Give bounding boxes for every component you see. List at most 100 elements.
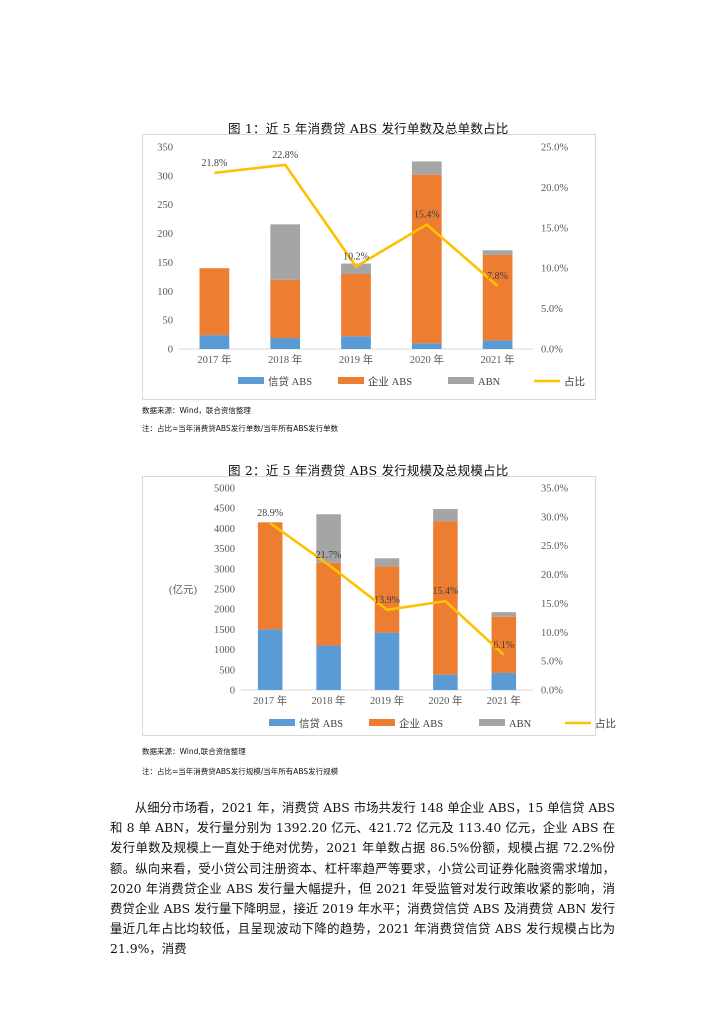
y-tick-label: 2500 <box>214 585 235 596</box>
y-tick-label: 300 <box>157 171 173 182</box>
legend-label: 信贷 ABS <box>268 375 312 388</box>
bar-segment <box>199 268 230 336</box>
y2-tick-label: 15.0% <box>541 599 568 610</box>
x-tick-label: 2018 年 <box>312 694 346 707</box>
y-axis-title: (亿元) <box>169 583 197 596</box>
bar-segment <box>270 338 301 349</box>
bar-segment <box>491 672 517 690</box>
legend-label: 企业 ABS <box>368 375 412 388</box>
y-tick-label: 3000 <box>214 564 235 575</box>
y2-tick-label: 5.0% <box>541 304 563 315</box>
bar-segment <box>257 522 283 630</box>
y2-tick-label: 5.0% <box>541 657 563 668</box>
legend-label: 企业 ABS <box>399 717 443 730</box>
x-tick-label: 2018 年 <box>268 353 302 366</box>
y-tick-label: 1500 <box>214 625 235 636</box>
bar-segment <box>257 629 283 690</box>
figure2-source: 数据来源：Wind,联合资信整理 <box>142 747 246 756</box>
y2-tick-label: 20.0% <box>541 570 568 581</box>
legend-swatch <box>448 377 474 384</box>
y2-tick-label: 0.0% <box>541 345 563 356</box>
y2-tick-label: 30.0% <box>541 512 568 523</box>
legend-swatch <box>369 719 395 726</box>
bar-segment <box>411 161 442 175</box>
x-tick-label: 2020 年 <box>428 694 462 707</box>
y2-tick-label: 10.0% <box>541 628 568 639</box>
figure2-svg: 0 500 1000 1500 2000 2500 3000 3500 4000 4500 5000… <box>169 484 616 731</box>
bar-segment <box>433 674 458 690</box>
x-tick-label: 2017 年 <box>253 694 287 707</box>
bar-segment <box>482 340 513 349</box>
ratio-data-label: 6.1% <box>493 640 514 651</box>
bar-segment <box>199 335 230 349</box>
x-tick-label: 2021 年 <box>487 694 521 707</box>
y-tick-label: 50 <box>163 316 174 327</box>
legend-swatch <box>479 719 505 726</box>
bar-segment <box>341 273 371 337</box>
figure1-source: 数据来源：Wind，联合资信整理 <box>142 406 251 415</box>
bar-segment <box>341 263 371 274</box>
bar-segment <box>316 645 341 690</box>
figure1-title: 图 1：近 5 年消费贷 ABS 发行单数及总单数占比 <box>228 121 509 136</box>
legend-label: ABN <box>509 719 532 730</box>
y2-tick-label: 10.0% <box>541 264 568 275</box>
y-tick-label: 350 <box>157 143 173 154</box>
bar-segment <box>482 250 513 255</box>
legend-swatch <box>269 719 295 726</box>
ratio-data-label: 15.4% <box>432 586 458 597</box>
ratio-data-label: 7.8% <box>487 271 508 282</box>
y-tick-label: 0 <box>230 686 235 697</box>
ratio-data-label: 22.8% <box>272 150 298 161</box>
y-tick-label: 500 <box>219 665 235 676</box>
y-tick-label: 150 <box>157 258 173 269</box>
legend-swatch <box>238 377 264 384</box>
legend-swatch <box>338 377 364 384</box>
bar-segment <box>270 279 301 339</box>
bar-segment <box>491 612 517 617</box>
bar-segment <box>316 562 341 646</box>
bar-segment <box>411 343 442 349</box>
legend-label: 占比 <box>564 375 585 388</box>
y-tick-label: 2000 <box>214 605 235 616</box>
ratio-data-label: 15.4% <box>414 210 440 221</box>
body-paragraph: 从细分市场看，2021 年，消费贷 ABS 市场共发行 148 单企业 ABS，… <box>110 800 615 957</box>
ratio-line <box>269 522 505 656</box>
bar-segment <box>374 558 400 567</box>
y2-tick-label: 25.0% <box>541 143 568 154</box>
figure1-note: 注：占比=当年消费贷ABS发行单数/当年所有ABS发行单数 <box>142 424 339 433</box>
y-tick-label: 5000 <box>214 484 235 495</box>
ratio-line <box>214 163 499 287</box>
y-tick-label: 250 <box>157 200 173 211</box>
figure2-title: 图 2：近 5 年消费贷 ABS 发行规模及总规模占比 <box>228 463 509 478</box>
y2-tick-label: 0.0% <box>541 686 563 697</box>
figure2-note: 注：占比=当年消费贷ABS发行规模/当年所有ABS发行规模 <box>142 767 339 776</box>
bar-segment <box>374 632 400 690</box>
bar-segment <box>433 521 458 675</box>
x-tick-label: 2021 年 <box>481 353 515 366</box>
bar-segment <box>374 566 400 633</box>
x-tick-label: 2019 年 <box>339 353 373 366</box>
x-tick-label: 2017 年 <box>197 353 231 366</box>
ratio-data-label: 21.8% <box>201 158 227 169</box>
legend-label: 信贷 ABS <box>299 717 343 730</box>
y-tick-label: 4000 <box>214 524 235 535</box>
legend-label: 占比 <box>595 717 616 730</box>
legend-label: ABN <box>478 377 501 388</box>
body-text: 从细分市场看，2021 年，消费贷 ABS 市场共发行 148 单企业 ABS，… <box>110 798 615 960</box>
bar-segment <box>316 514 341 563</box>
y2-tick-label: 35.0% <box>541 484 568 495</box>
ratio-data-label: 28.9% <box>257 508 283 519</box>
bar-segment <box>433 509 458 522</box>
y-tick-label: 1000 <box>214 645 235 656</box>
x-tick-label: 2019 年 <box>370 694 404 707</box>
y-tick-label: 3500 <box>214 544 235 555</box>
bar-segment <box>341 336 371 349</box>
y-tick-label: 100 <box>157 287 173 298</box>
bar-segment <box>411 174 442 344</box>
ratio-data-label: 13.9% <box>374 595 400 606</box>
y2-tick-label: 20.0% <box>541 183 568 194</box>
y-tick-label: 0 <box>168 345 173 356</box>
ratio-data-label: 10.2% <box>343 252 369 263</box>
bar-segment <box>270 224 301 280</box>
y2-tick-label: 15.0% <box>541 223 568 234</box>
